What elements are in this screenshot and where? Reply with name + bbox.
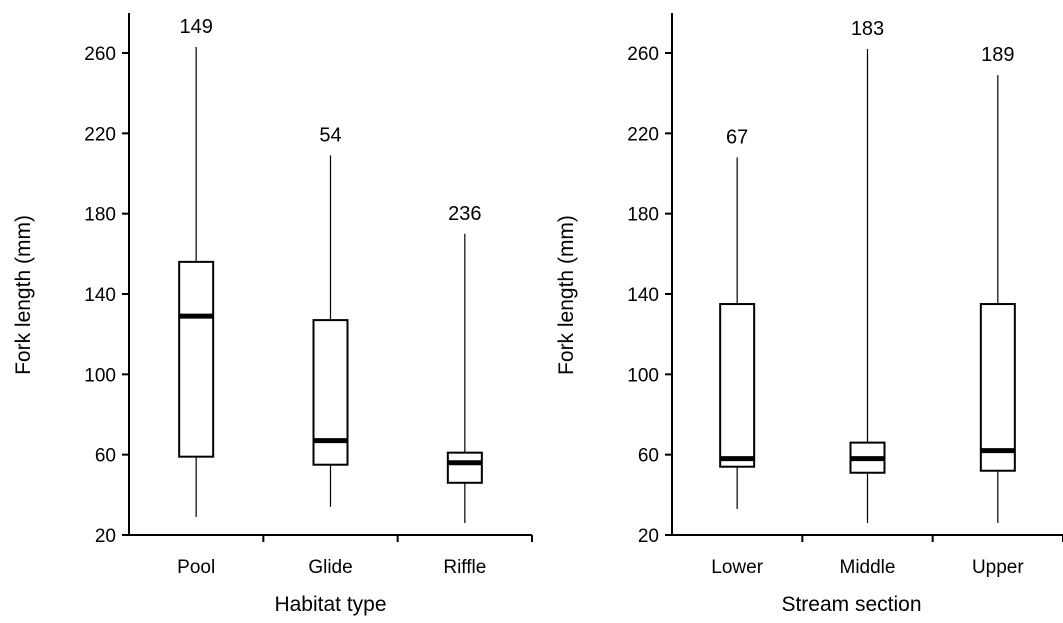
iqr-box	[446, 451, 483, 484]
box-pool: 149	[178, 16, 215, 517]
y-tick-label: 60	[95, 446, 116, 467]
x-tick-label: Upper	[972, 557, 1024, 578]
y-tick-label: 60	[638, 446, 659, 467]
box-riffle: 236	[446, 203, 483, 523]
x-tick-label: Middle	[840, 557, 896, 578]
y-tick-label: 140	[627, 285, 659, 306]
y-tick-label: 140	[84, 285, 116, 306]
sample-size-label: 54	[319, 124, 341, 146]
x-tick-label: Pool	[177, 557, 215, 578]
x-tick-label: Glide	[308, 557, 352, 578]
sample-size-label: 183	[851, 18, 884, 40]
x-tick-label: Lower	[711, 557, 763, 578]
y-tick-label: 220	[84, 124, 116, 145]
chart-stream-section: 20 60 100 140 180 220 260 Lower Middle Upper 67 183…	[555, 13, 1063, 616]
box-upper: 189	[979, 44, 1016, 523]
y-tick-label: 100	[84, 365, 116, 386]
y-tick-label: 20	[638, 526, 659, 547]
y-tick-label: 260	[84, 44, 116, 65]
sample-size-label: 149	[179, 16, 212, 38]
iqr-box	[719, 303, 756, 468]
sample-size-label: 236	[448, 203, 481, 225]
y-tick-label: 100	[627, 365, 659, 386]
y-tick-label: 180	[627, 205, 659, 226]
box-middle: 183	[849, 18, 886, 523]
y-axis-title: Fork length (mm)	[555, 215, 578, 375]
y-tick-label: 220	[627, 124, 659, 145]
box-lower: 67	[719, 126, 756, 509]
box-glide: 54	[312, 124, 349, 507]
y-tick-label: 20	[95, 526, 116, 547]
y-tick-label: 260	[627, 44, 659, 65]
y-tick-label: 180	[84, 205, 116, 226]
sample-size-label: 189	[981, 44, 1014, 66]
x-tick-label: Riffle	[443, 557, 486, 578]
x-axis-title: Habitat type	[274, 593, 386, 616]
iqr-box	[979, 303, 1016, 472]
iqr-box	[178, 260, 215, 458]
x-axis-title: Stream section	[781, 593, 921, 616]
chart-habitat-type: 20 60 100 140 180 220 260 Pool Glide Riffle 149 54 2…	[12, 13, 533, 616]
sample-size-label: 67	[726, 126, 748, 148]
y-axis-title: Fork length (mm)	[12, 215, 35, 375]
